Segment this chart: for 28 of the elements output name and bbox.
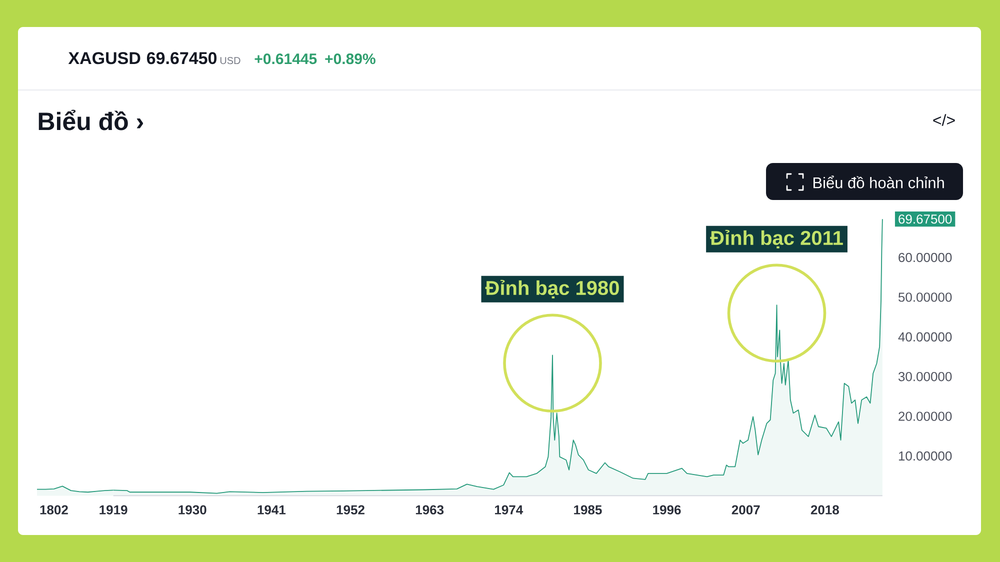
y-tick-label: 30.00000 xyxy=(898,372,952,382)
y-tick-label: 20.00000 xyxy=(898,412,952,421)
chart-title: XAGUSD xyxy=(68,52,140,64)
chart-subtitle: Biểu đồ › xyxy=(38,110,143,130)
annotation: Đỉnh bạc 1980 xyxy=(485,280,619,298)
y-tick-label: 40.00000 xyxy=(898,332,952,342)
x-tick-label: 1930 xyxy=(178,505,206,514)
text: +0.61445 xyxy=(254,54,317,64)
x-tick-label: 1985 xyxy=(574,505,602,514)
text: Biểu đồ hoàn chỉnh xyxy=(813,176,944,188)
y-tick-label: 10.00000 xyxy=(898,451,952,461)
x-tick-label: 1941 xyxy=(258,505,286,514)
annotation: Đỉnh bạc 2011 xyxy=(710,230,843,248)
x-tick-label: 1919 xyxy=(100,505,128,514)
x-tick-label: 2007 xyxy=(732,505,760,514)
x-tick-label: 1963 xyxy=(416,505,444,514)
text: </> xyxy=(933,114,955,126)
x-tick-label: 1996 xyxy=(653,505,681,514)
text: +0.89% xyxy=(325,54,376,64)
y-tick-label: 60.00000 xyxy=(898,252,952,262)
x-tick-label: 1952 xyxy=(336,505,364,514)
x-tick-label: 1802 xyxy=(40,505,68,514)
y-tick-label: 50.00000 xyxy=(898,292,952,302)
x-tick-label: 2018 xyxy=(810,505,839,514)
x-tick-label: 1974 xyxy=(495,505,524,514)
text: 69.67450 xyxy=(146,52,217,64)
text: USD xyxy=(220,57,240,64)
y-tick-label: 69.67500 xyxy=(898,214,952,224)
